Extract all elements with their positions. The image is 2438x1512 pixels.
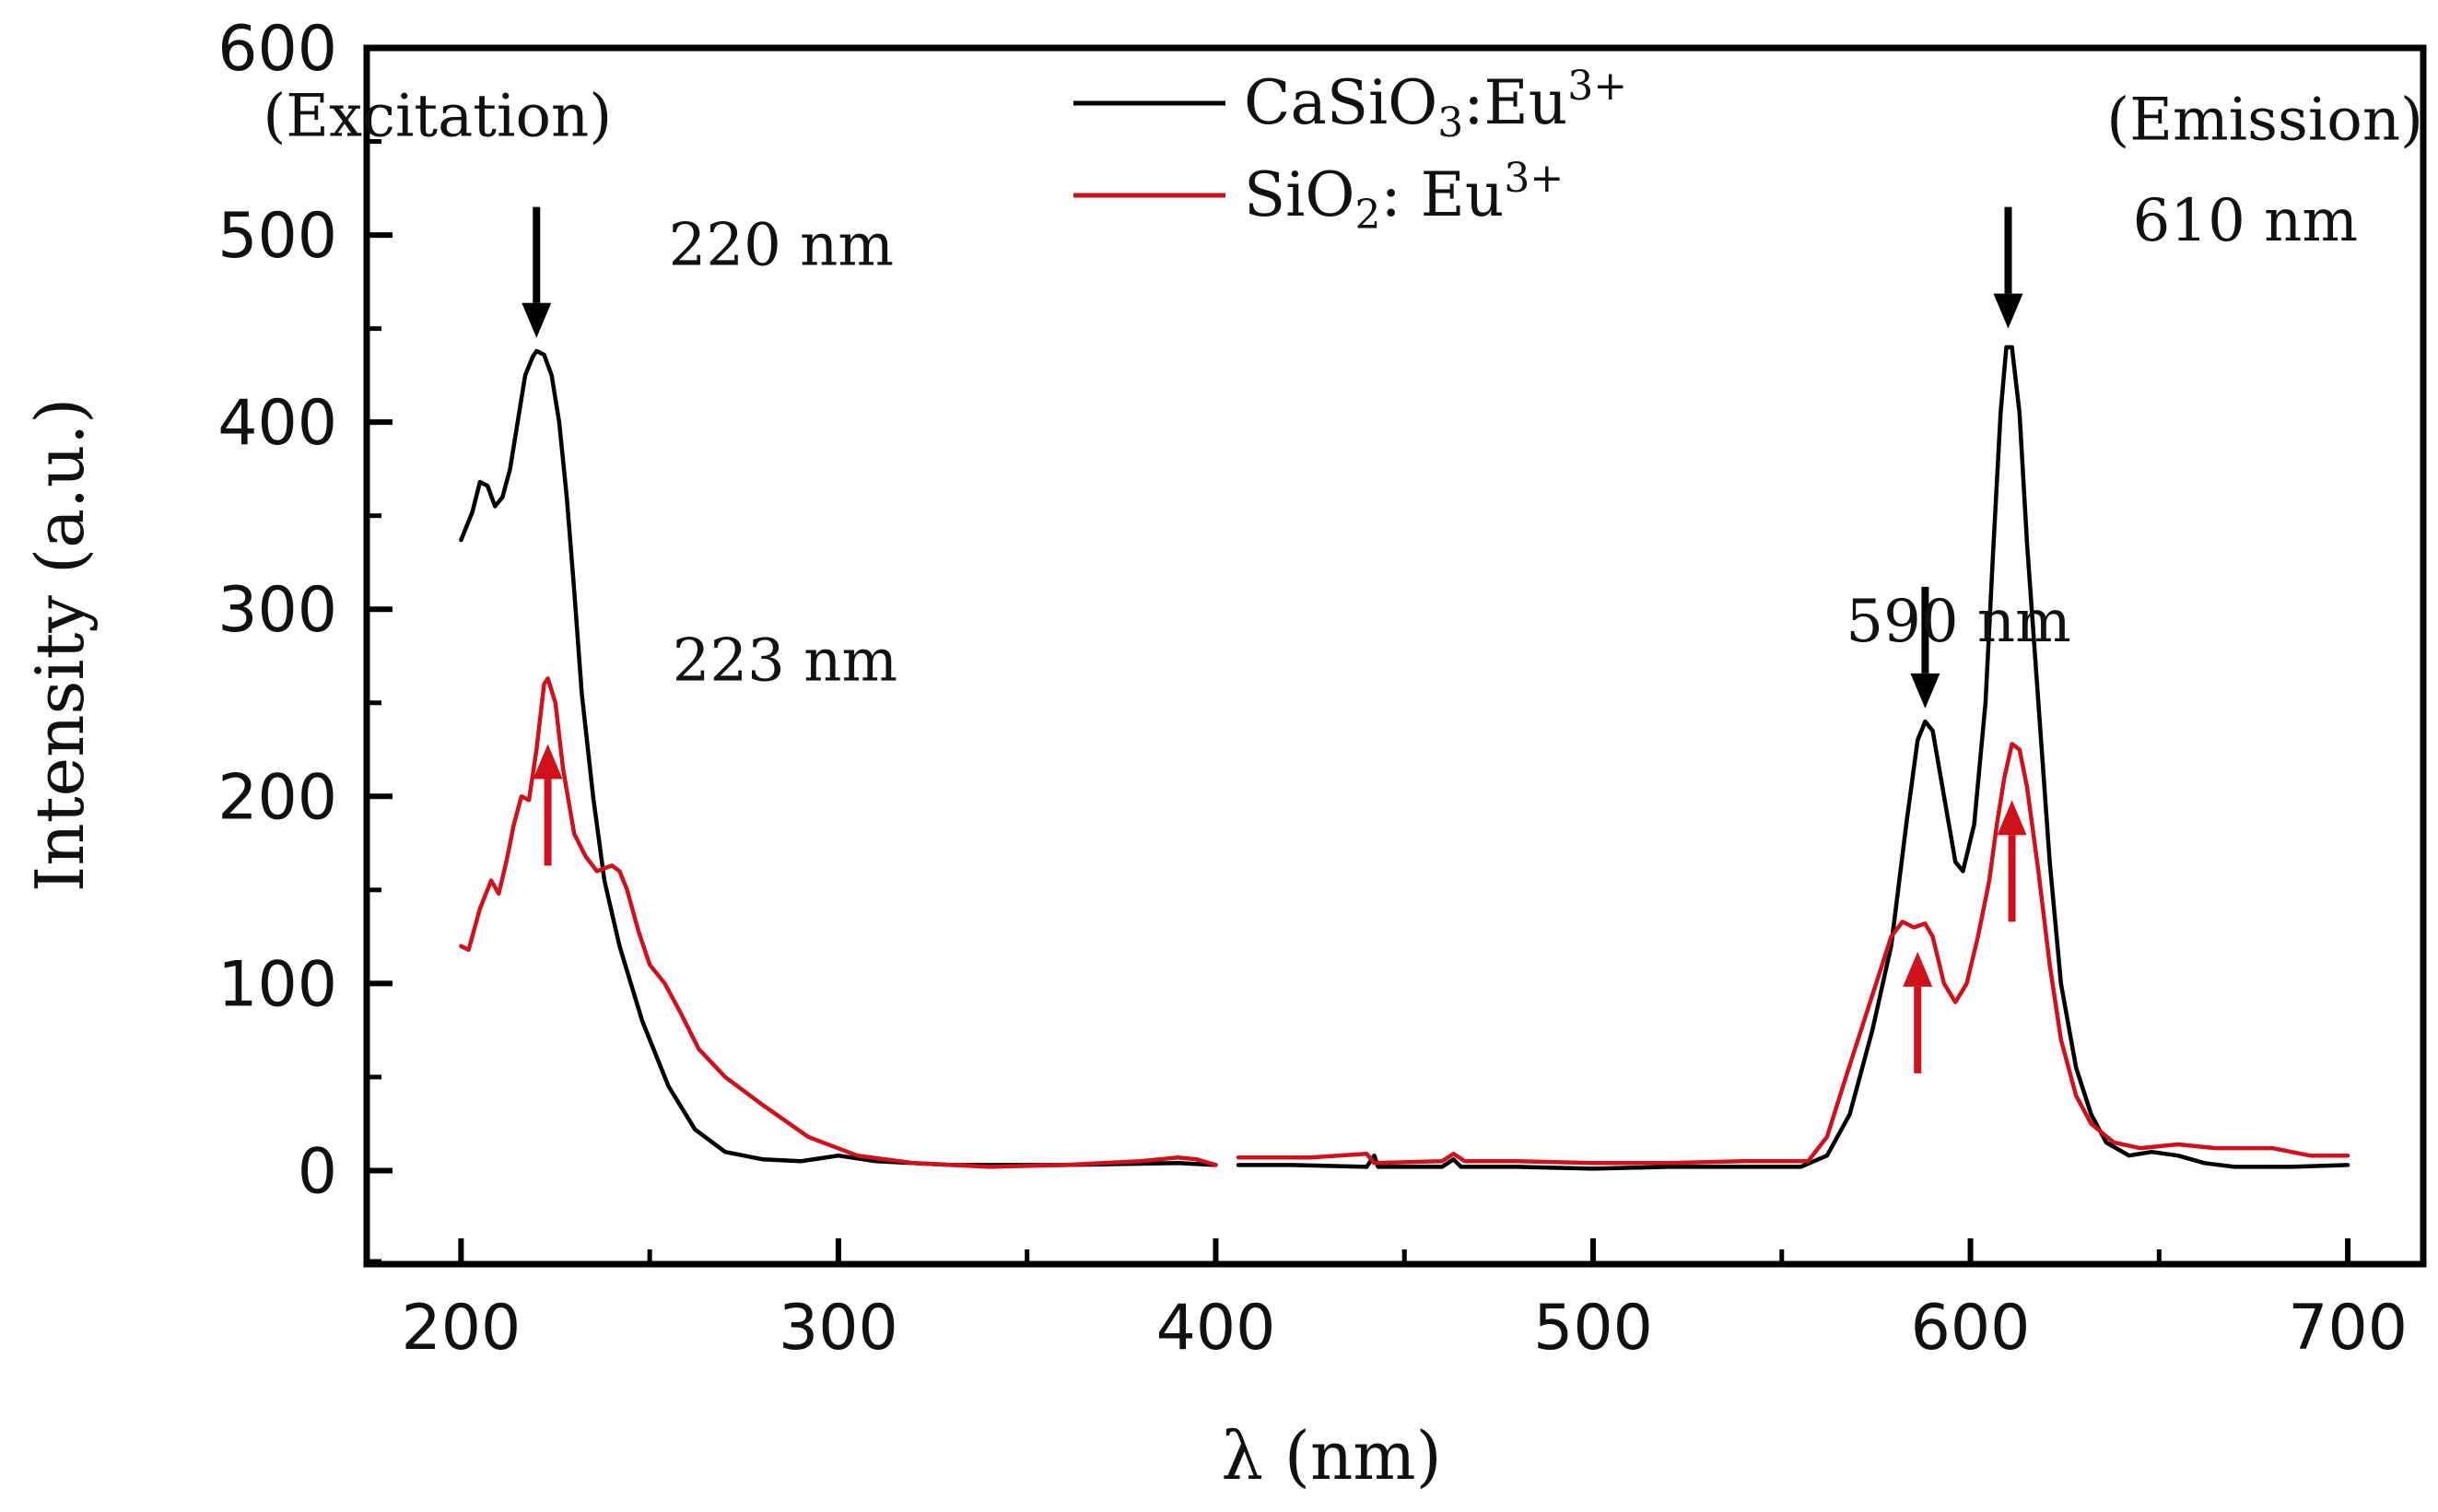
x-axis-ticks	[458, 1238, 2351, 1264]
legend-entry: SiO2: Eu3+	[1244, 155, 1564, 239]
x-tick-label: 700	[2288, 1292, 2408, 1365]
peak-arrow	[1997, 800, 2027, 922]
arrow-head	[1910, 673, 1940, 709]
y-tick-label: 100	[217, 948, 337, 1021]
series-lines	[459, 345, 2350, 1171]
arrow-head	[1903, 951, 1933, 987]
region-label: (Excitation)	[263, 82, 612, 150]
x-tick-label: 400	[1156, 1292, 1276, 1365]
y-tick-label: 200	[217, 761, 337, 834]
arrow-head	[1997, 800, 2027, 836]
annotations: (Excitation) (Emission) 220 nm 223 nm 590 nm…	[263, 82, 2423, 695]
series-line-casio3-eu3--seg0	[459, 348, 1218, 1167]
arrow-head	[522, 302, 552, 338]
x-tick-label: 500	[1533, 1292, 1653, 1365]
peak-arrow	[522, 206, 552, 338]
series-line-sio2-eu3--seg0	[459, 676, 1218, 1169]
x-axis-title: λ (nm)	[1221, 1417, 1441, 1494]
peak-label: 610 nm	[2133, 187, 2358, 255]
region-label: (Emission)	[2106, 87, 2423, 155]
peak-label: 223 nm	[673, 627, 897, 695]
x-axis-tick-labels: 200 300 400 500 600 700	[401, 1292, 2408, 1365]
y-axis-tick-labels: 0 100 200 300 400 500 600	[217, 13, 337, 1208]
plot-frame	[363, 44, 2427, 1268]
x-tick-label: 600	[1911, 1292, 2031, 1365]
y-tick-label: 400	[217, 387, 337, 460]
series-line-sio2-eu3--seg1	[1236, 742, 2350, 1166]
legend: CaSiO3:Eu3+SiO2: Eu3+	[1073, 63, 1627, 239]
peak-arrow	[1993, 206, 2023, 329]
peak-label: 590 nm	[1846, 588, 2070, 656]
y-tick-label: 0	[298, 1135, 337, 1208]
peak-arrow	[1910, 586, 1940, 709]
peak-arrow	[533, 744, 563, 866]
x-tick-label: 300	[779, 1292, 898, 1365]
series-line-casio3-eu3--seg1	[1236, 345, 2350, 1171]
y-axis-ticks	[367, 45, 393, 1264]
arrow-head	[1993, 293, 2023, 329]
y-tick-label: 500	[217, 200, 337, 273]
legend-entry: CaSiO3:Eu3+	[1244, 63, 1627, 147]
y-tick-label: 600	[217, 13, 337, 86]
peak-arrow	[1903, 951, 1933, 1073]
arrow-head	[533, 744, 563, 779]
y-tick-label: 300	[217, 574, 337, 647]
peak-arrows	[522, 206, 2027, 1073]
x-tick-label: 200	[401, 1292, 521, 1365]
peak-label: 220 nm	[669, 212, 894, 280]
y-axis-title: Intensity (a.u.)	[21, 398, 99, 892]
